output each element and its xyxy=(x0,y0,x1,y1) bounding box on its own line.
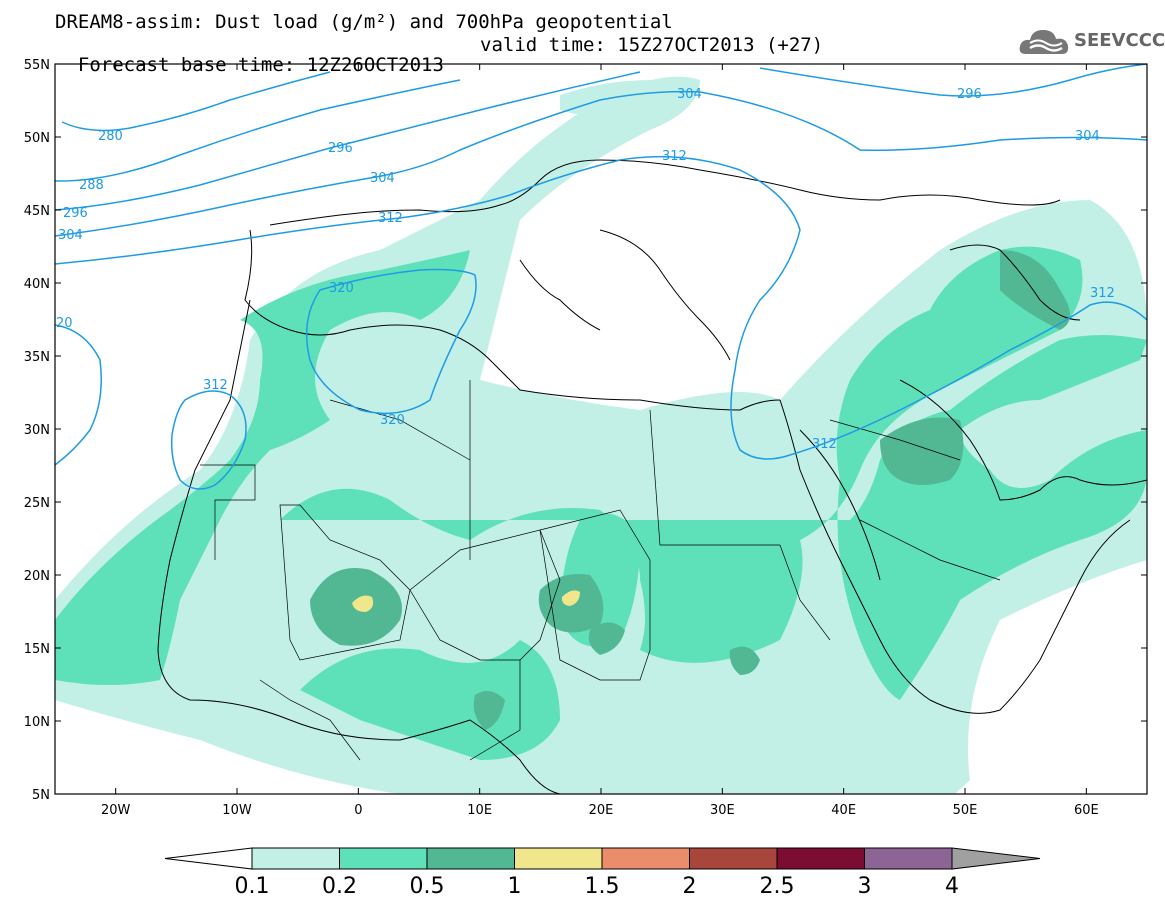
lon-label: 20W xyxy=(101,803,131,818)
cloud-logo-icon xyxy=(1019,30,1069,54)
colorbar-under-triangle xyxy=(164,847,253,870)
contour-label: 280 xyxy=(98,129,123,144)
contour-label: 296 xyxy=(63,206,88,221)
contour-label: 312 xyxy=(203,378,228,393)
colorbar-label: 2 xyxy=(683,874,697,899)
lat-label: 10N xyxy=(24,715,50,730)
colorbar-label: 1 xyxy=(508,874,522,899)
contour-label: 312 xyxy=(1090,286,1115,301)
latitude-axis: 55N 50N 45N 40N 35N 30N 25N 20N 15N 10N 5N xyxy=(24,58,1147,803)
contour-label: 304 xyxy=(1075,129,1100,144)
colorbar-segment xyxy=(776,847,865,870)
contour-label: 288 xyxy=(79,178,104,193)
lat-label: 25N xyxy=(24,496,50,511)
contour-label: 304 xyxy=(58,228,83,243)
lat-label: 55N xyxy=(24,58,50,73)
colorbar-segment xyxy=(426,847,515,870)
colorbar-label: 0.5 xyxy=(410,874,445,899)
lat-label: 50N xyxy=(24,131,50,146)
logo-text: SEEVCCC xyxy=(1074,30,1165,51)
dust-level-0-1 xyxy=(55,76,1147,794)
lon-label: 10E xyxy=(467,803,492,818)
colorbar-segment xyxy=(601,847,690,870)
lon-label: 50E xyxy=(953,803,978,818)
lat-label: 35N xyxy=(24,350,50,365)
lon-label: 0 xyxy=(354,803,362,818)
lon-label: 40E xyxy=(831,803,856,818)
contour-label: 312 xyxy=(662,149,687,164)
map-title: DREAM8-assim: Dust load (g/m²) and 700hP… xyxy=(55,11,673,33)
contour-labels: 280 288 296 304 296 304 312 296 304 304 … xyxy=(56,87,1115,452)
contour-label: 304 xyxy=(677,87,702,102)
base-time: Forecast base time: 12Z26OCT2013 xyxy=(77,54,444,76)
lon-label: 60E xyxy=(1074,803,1099,818)
colorbar-segment xyxy=(339,847,428,870)
contour-label: 296 xyxy=(328,141,353,156)
contour-label: 296 xyxy=(957,87,982,102)
lat-label: 30N xyxy=(24,423,50,438)
lat-label: 15N xyxy=(24,642,50,657)
contour-label: 312 xyxy=(812,437,837,452)
lon-label: 30E xyxy=(710,803,735,818)
contour-label: 20 xyxy=(56,316,73,331)
geopotential-contours xyxy=(55,64,1147,490)
colorbar: 0.1 0.2 0.5 1 1.5 2 2.5 3 4 xyxy=(164,847,1041,899)
colorbar-label: 2.5 xyxy=(760,874,795,899)
contour-label: 320 xyxy=(329,281,354,296)
colorbar-segment xyxy=(251,847,340,870)
coastlines xyxy=(157,159,1147,794)
forecast-times: Forecast base time: 12Z26OCT2013 valid t… xyxy=(55,35,823,95)
lon-label: 10W xyxy=(222,803,252,818)
colorbar-segment xyxy=(689,847,778,870)
dust-level-1 xyxy=(352,590,580,612)
contour-label: 320 xyxy=(380,413,405,428)
lon-label: 20E xyxy=(589,803,614,818)
lat-label: 45N xyxy=(24,204,50,219)
colorbar-label: 0.2 xyxy=(322,874,357,899)
colorbar-label: 0.1 xyxy=(235,874,270,899)
colorbar-label: 3 xyxy=(858,874,872,899)
colorbar-label: 1.5 xyxy=(585,874,620,899)
longitude-axis: 20W 10W 0 10E 20E 30E 40E 50E 60E xyxy=(101,64,1099,818)
seevccc-logo: SEEVCCC xyxy=(1018,24,1165,58)
valid-time: valid time: 15Z27OCT2013 (+27) xyxy=(480,34,824,56)
contour-label: 312 xyxy=(378,211,403,226)
colorbar-over-triangle xyxy=(951,847,1041,870)
lat-label: 40N xyxy=(24,277,50,292)
colorbar-label: 4 xyxy=(945,874,959,899)
dust-load-field xyxy=(55,76,1147,794)
lat-label: 20N xyxy=(24,569,50,584)
lat-label: 5N xyxy=(32,788,50,803)
contour-label: 304 xyxy=(370,171,395,186)
colorbar-segment xyxy=(864,847,953,870)
colorbar-segment xyxy=(514,847,603,870)
